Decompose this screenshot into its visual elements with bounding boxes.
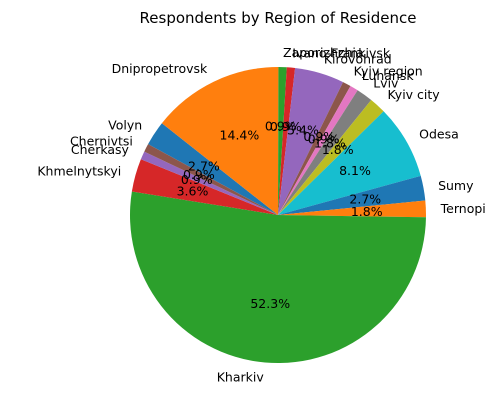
pie-slice-khmelnytskyi [131,159,278,215]
chart-title: Respondents by Region of Residence [140,9,417,27]
slice-label-zaporizhzhia: Zaporizhzhia [283,45,364,60]
pie-slice-volyn [148,123,278,215]
slice-percent-kyiv-city: 1.8% [322,142,354,157]
pie-slice-luhansk [278,85,358,216]
pie-slice-zaporizhzhia [278,67,287,215]
slice-label-chernivtsi: Chernivtsi [70,134,133,149]
slice-percent-lviv: 1.8% [314,135,346,150]
slice-percent-sumy: 2.7% [349,191,381,206]
slice-label-ternopil: Ternopil [440,201,486,216]
slice-percent-zaporizhzhia: 0.9% [265,119,297,134]
pie-slice-chernivtsi [144,144,278,215]
slice-labels: Volyn Dnipropetrovsk ZaporizhzhiaIvano-Fra… [37,45,486,385]
slice-percent-chernivtsi: 0.9% [183,167,215,182]
slice-label-kharkiv: Kharkiv [217,370,265,385]
pie-slice-lviv [278,90,372,215]
slice-label-dnipropetrovsk: Dnipropetrovsk [112,61,208,76]
slice-percent-luhansk: 0.9% [308,131,340,146]
slice-label-kyiv-region: Kyiv region [354,63,423,78]
slice-label-luhansk: Luhansk [362,68,415,83]
slice-percent-ternopil: 1.8% [351,204,383,219]
pie-slices [129,66,426,364]
slice-label-volyn: Volyn [108,118,142,133]
slice-percent-labels: 2.7%14.4%0.9%0.9%5.4%0.9%0.9%1.8%1.8%8.1… [177,119,383,311]
pie-slice-kirovohrad [278,67,344,216]
pie-slice-kyiv-city [278,100,384,215]
pie-slice-kyiv-region [278,82,351,215]
slice-percent-dnipropetrovsk: 14.4% [220,128,260,143]
pie-slice-ivano-frankivsk [278,67,296,215]
slice-label-odesa: Odesa [419,126,459,141]
slice-percent-kyiv-region: 0.9% [303,129,335,144]
slice-percent-cherkasy: 0.9% [181,172,213,187]
pie-slice-dnipropetrovsk [161,66,279,215]
pie-slice-sumy [278,175,426,215]
pie-slice-ternopil [278,200,426,218]
slice-percent-kharkiv: 52.3% [250,296,290,311]
slice-label-lviv: Lviv [373,75,399,90]
slice-label-ivano-frankivsk: Ivano-Frankivsk [292,45,391,60]
slice-label-khmelnytskyi: Khmelnytskyi [37,164,121,179]
slice-percent-odesa: 8.1% [339,163,371,178]
pie-slice-kharkiv [129,191,426,364]
pie-slice-odesa [278,111,421,215]
slice-label-cherkasy: Cherkasy [71,142,130,157]
slice-label-kyiv-city: Kyiv city [388,87,441,102]
slice-percent-ivano-frankivsk: 0.9% [270,119,302,134]
slice-label-sumy: Sumy [438,178,474,193]
pie-slice-cherkasy [140,151,278,215]
slice-percent-khmelnytskyi: 3.6% [177,184,209,199]
slice-label-kirovohrad: Kirovohrad [324,51,392,66]
slice-percent-kirovohrad: 5.4% [287,122,319,137]
slice-percent-volyn: 2.7% [188,159,220,174]
